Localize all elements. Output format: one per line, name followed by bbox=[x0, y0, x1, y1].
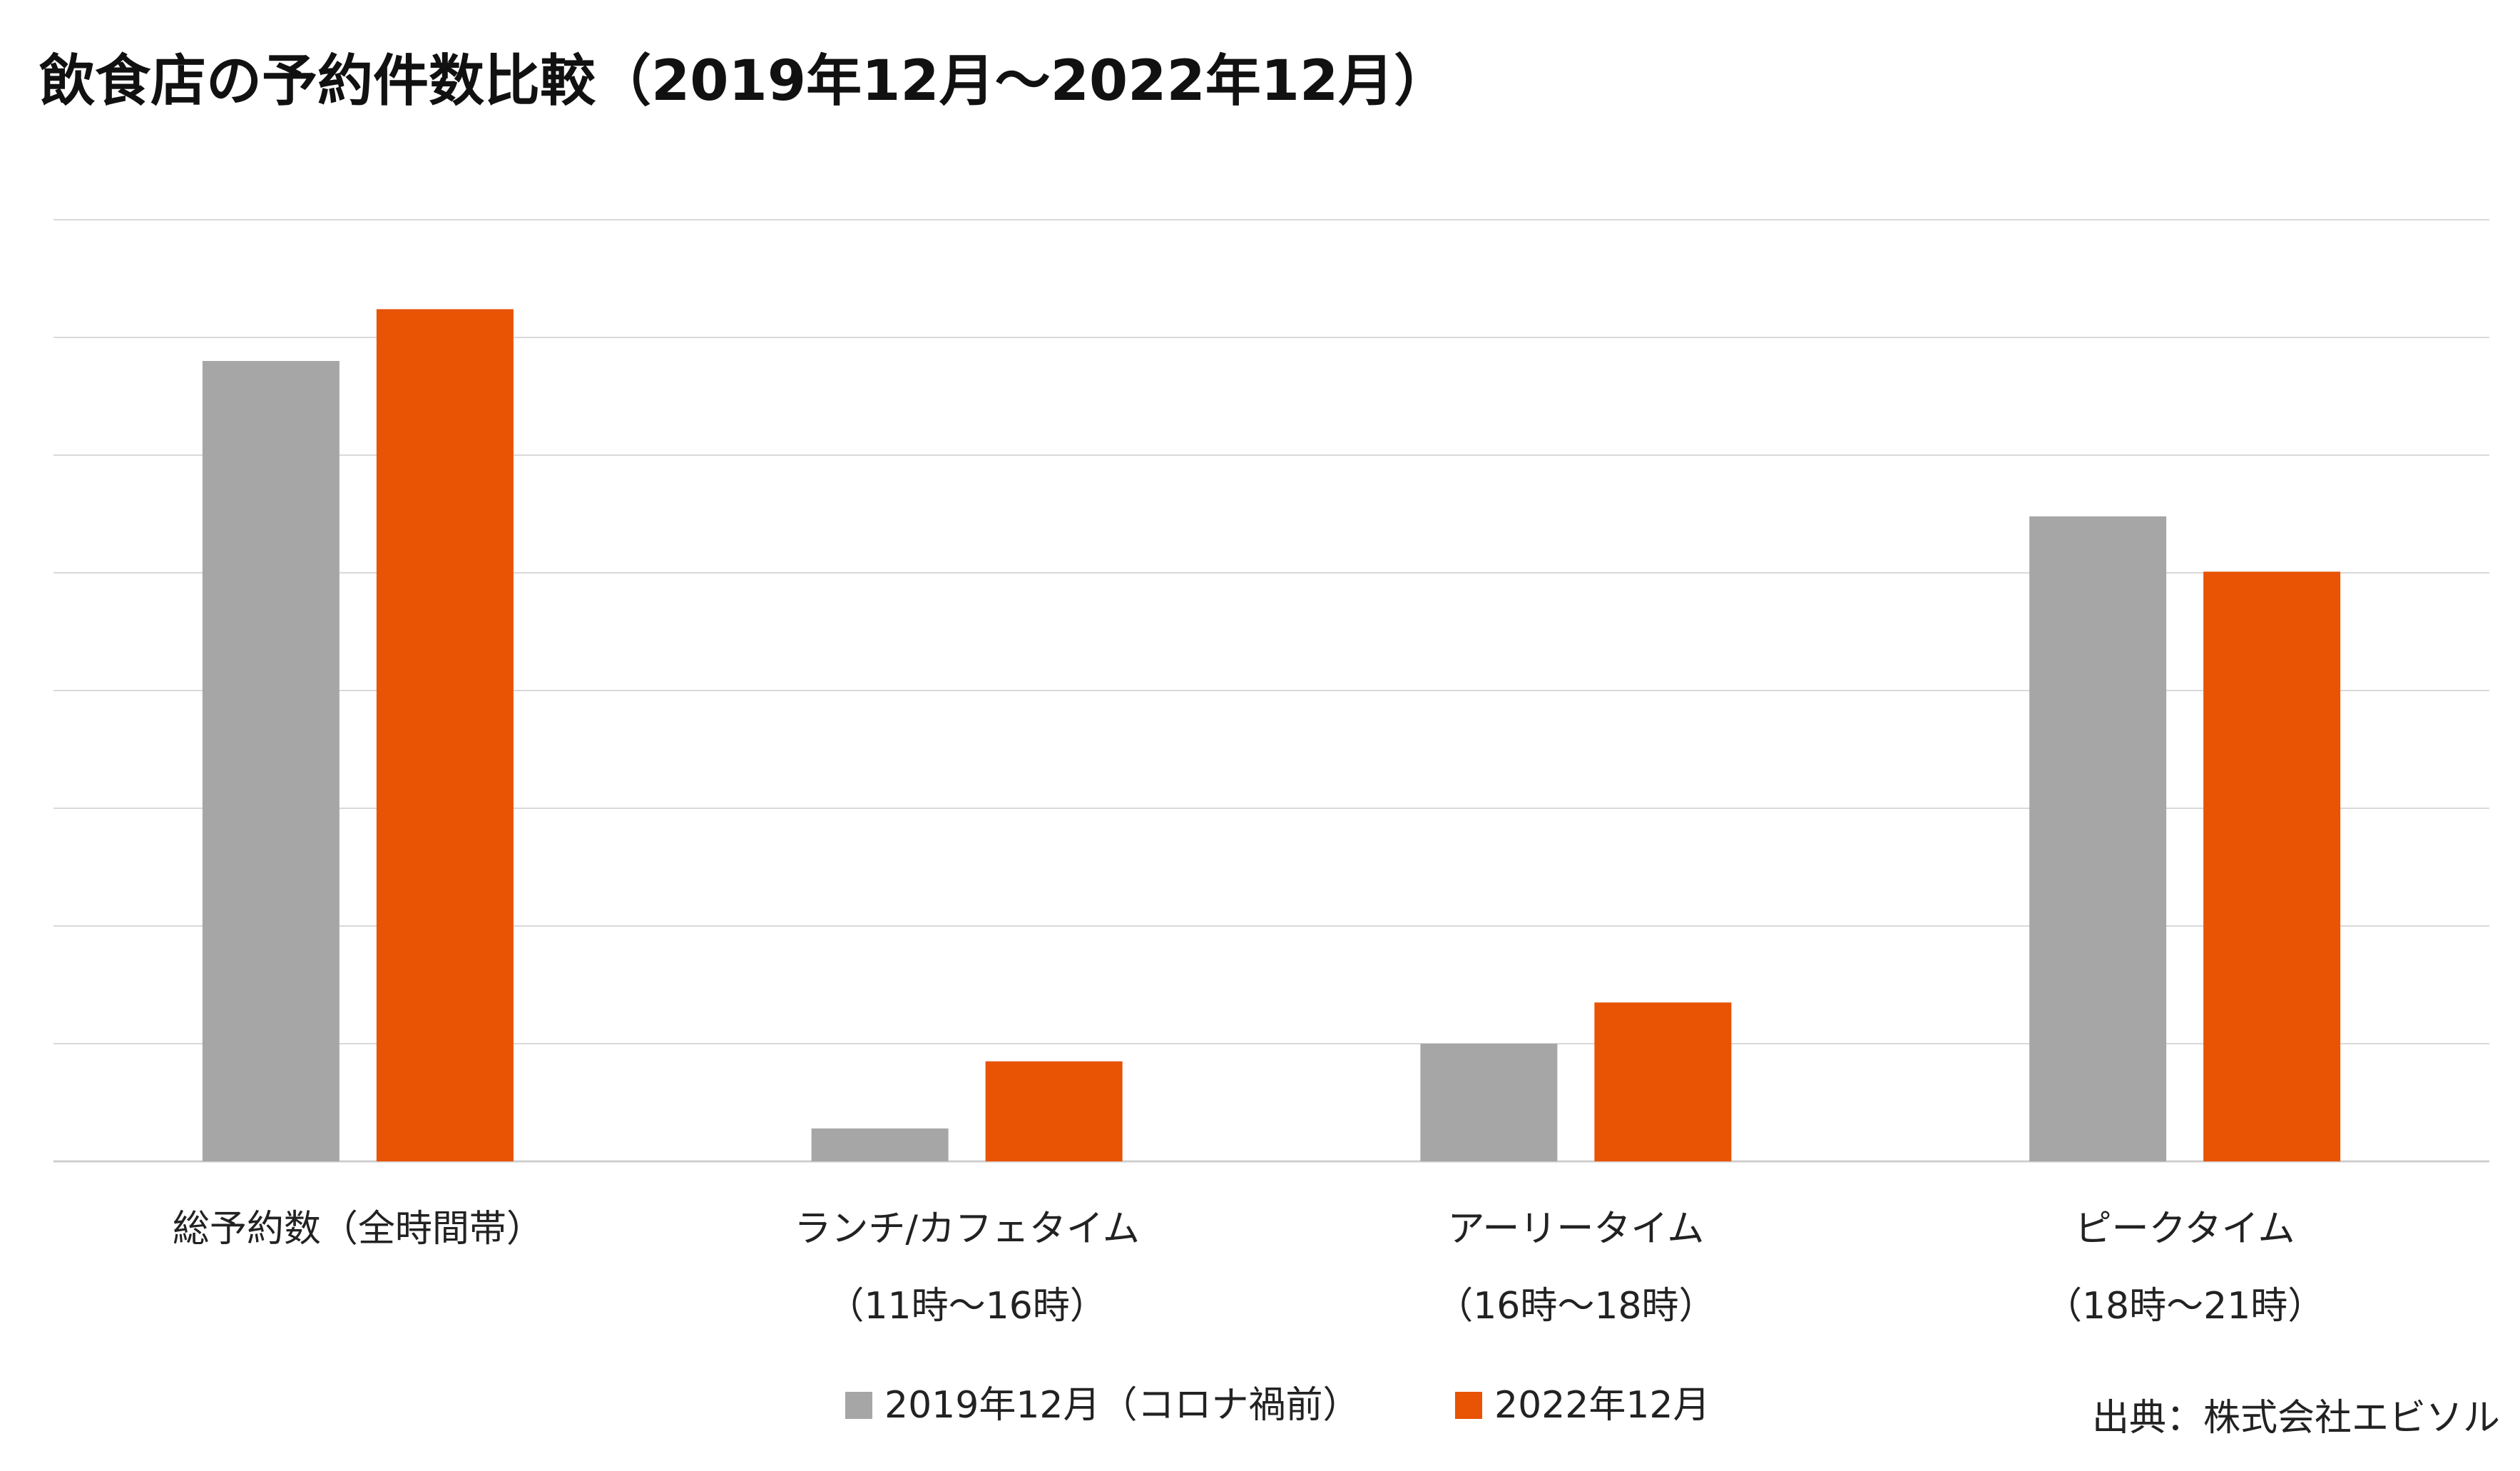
bar-series-1-cat-2[interactable] bbox=[811, 1128, 949, 1161]
bar-series-2-cat-4[interactable] bbox=[2203, 571, 2341, 1161]
bar-series-1-cat-1[interactable] bbox=[202, 361, 340, 1161]
category-label: （11時～16時） bbox=[827, 1285, 1106, 1328]
bar-series-2-cat-3[interactable] bbox=[1594, 1002, 1732, 1161]
legend-label: 2019年12月（コロナ禍前） bbox=[884, 1384, 1360, 1427]
legend[interactable]: 2019年12月（コロナ禍前） 2022年12月 bbox=[845, 1384, 1710, 1427]
legend-swatch bbox=[1455, 1392, 1482, 1419]
category-label: （16時～18時） bbox=[1436, 1285, 1715, 1328]
source-note: 出典：株式会社エビソル bbox=[2092, 1397, 2500, 1440]
legend-label: 2022年12月 bbox=[1494, 1384, 1710, 1427]
category-label: ランチ/カフェタイム bbox=[794, 1208, 1139, 1251]
category-label: （18時～21時） bbox=[2045, 1285, 2325, 1328]
category-label: ピークタイム bbox=[2075, 1208, 2295, 1251]
bar-series-2-cat-1[interactable] bbox=[376, 309, 514, 1161]
category-label: アーリータイム bbox=[1447, 1208, 1704, 1251]
legend-swatch bbox=[845, 1392, 872, 1419]
category-label: 総予約数（全時間帯） bbox=[173, 1208, 544, 1251]
category-labels: 総予約数（全時間帯） ランチ/カフェタイム （11時～16時） アーリータイム （16時… bbox=[173, 1208, 2325, 1328]
chart-title: 飲食店の予約件数比較（2019年12月～2022年12月） bbox=[39, 49, 1449, 113]
bar-series-1-cat-4[interactable] bbox=[2029, 516, 2167, 1161]
bars bbox=[202, 309, 2341, 1161]
bar-series-2-cat-2[interactable] bbox=[985, 1061, 1123, 1161]
bar-series-1-cat-3[interactable] bbox=[1420, 1044, 1558, 1161]
